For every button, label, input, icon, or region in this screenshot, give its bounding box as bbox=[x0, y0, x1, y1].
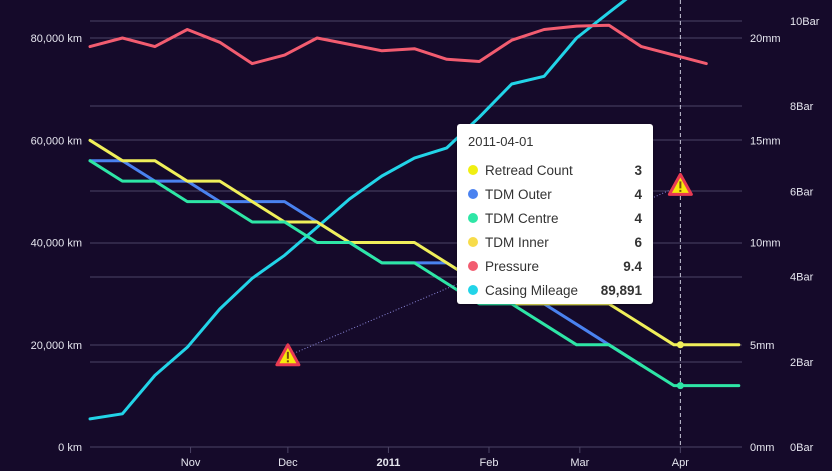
tooltip-series-name: TDM Centre bbox=[485, 210, 559, 226]
tooltip-title: 2011-04-01 bbox=[468, 134, 534, 149]
tooltip-series-value: 4 bbox=[634, 210, 642, 226]
tooltip-series-value: 9.4 bbox=[623, 258, 642, 274]
tooltip-series-value: 6 bbox=[634, 234, 642, 250]
y-right-bar-tick-label: 10Bar bbox=[790, 16, 820, 28]
y-right-mm-tick-label: 5mm bbox=[750, 340, 774, 352]
tooltip-row: Casing Mileage 89,891 bbox=[468, 278, 642, 302]
y-right-mm-tick-label: 10mm bbox=[750, 238, 781, 250]
legend-dot-icon bbox=[468, 285, 478, 295]
tooltip-row: TDM Outer 4 bbox=[468, 182, 642, 206]
tooltip-series-name: TDM Outer bbox=[485, 186, 552, 202]
series-line-retread-count bbox=[88, 138, 741, 347]
y-axis-left: 0 km 20,000 km 40,000 km 60,000 km 80,000 km bbox=[31, 33, 82, 454]
tooltip-series-name: Casing Mileage bbox=[485, 282, 579, 298]
legend-dot-icon bbox=[468, 261, 478, 271]
x-tick-label: Apr bbox=[672, 457, 689, 469]
x-tick-label: Feb bbox=[480, 457, 499, 469]
y-right-mm-tick-label: 15mm bbox=[750, 135, 781, 147]
y-left-tick-label: 20,000 km bbox=[31, 340, 82, 352]
x-tick-label: Nov bbox=[181, 457, 201, 469]
y-right-mm-tick-label: 0mm bbox=[750, 442, 774, 454]
legend-dot-icon bbox=[468, 165, 478, 175]
tooltip-series-value: 3 bbox=[634, 162, 642, 178]
grid bbox=[90, 20, 742, 453]
y-axis-right-mm: 0mm 5mm 10mm 15mm 20mm bbox=[750, 33, 781, 454]
x-tick-label: 2011 bbox=[376, 457, 400, 469]
series-line-casing-mileage bbox=[88, 0, 628, 421]
warning-marker bbox=[667, 172, 693, 196]
y-left-tick-label: 80,000 km bbox=[31, 33, 82, 45]
tooltip-series-name: Pressure bbox=[485, 258, 540, 274]
legend-dot-icon bbox=[468, 213, 478, 223]
hover-dot bbox=[676, 341, 684, 349]
tooltip: 2011-04-01 Retread Count 3 TDM Outer 4 TDM C… bbox=[457, 124, 653, 304]
x-tick-label: Dec bbox=[278, 457, 298, 469]
x-axis: Nov Dec 2011 Feb Mar Apr bbox=[181, 457, 689, 469]
warning-marker bbox=[275, 343, 301, 367]
y-left-tick-label: 60,000 km bbox=[31, 135, 82, 147]
warning-mark bbox=[286, 351, 289, 359]
y-right-bar-tick-label: 2Bar bbox=[790, 357, 814, 369]
y-axis-right-bar: 0Bar 2Bar 4Bar 6Bar 8Bar 10Bar bbox=[790, 16, 820, 454]
x-tick-label: Mar bbox=[570, 457, 589, 469]
y-right-mm-tick-label: 20mm bbox=[750, 33, 781, 45]
y-left-tick-label: 40,000 km bbox=[31, 238, 82, 250]
series-line-pressure bbox=[88, 23, 708, 66]
warning-dot bbox=[286, 360, 289, 363]
series-group bbox=[88, 0, 741, 421]
tooltip-row: Retread Count 3 bbox=[468, 158, 642, 182]
tooltip-series-name: TDM Inner bbox=[485, 234, 549, 250]
tooltip-row: Pressure 9.4 bbox=[468, 254, 642, 278]
hover-dot bbox=[676, 382, 684, 390]
legend-dot-icon bbox=[468, 189, 478, 199]
tooltip-series-value: 4 bbox=[634, 186, 642, 202]
y-right-bar-tick-label: 0Bar bbox=[790, 442, 814, 454]
tooltip-series-value: 89,891 bbox=[600, 282, 642, 298]
warning-dot bbox=[679, 189, 682, 192]
warning-mark bbox=[679, 181, 682, 189]
tooltip-row: TDM Centre 4 bbox=[468, 206, 642, 230]
y-right-bar-tick-label: 8Bar bbox=[790, 101, 814, 113]
tooltip-series-name: Retread Count bbox=[485, 162, 573, 178]
legend-dot-icon bbox=[468, 237, 478, 247]
y-left-tick-label: 0 km bbox=[58, 442, 82, 454]
series-line-tdm-centre bbox=[88, 159, 741, 388]
y-right-bar-tick-label: 4Bar bbox=[790, 272, 814, 284]
y-right-bar-tick-label: 6Bar bbox=[790, 186, 814, 198]
tooltip-row: TDM Inner 6 bbox=[468, 230, 642, 254]
marker-trend-line bbox=[287, 184, 681, 357]
